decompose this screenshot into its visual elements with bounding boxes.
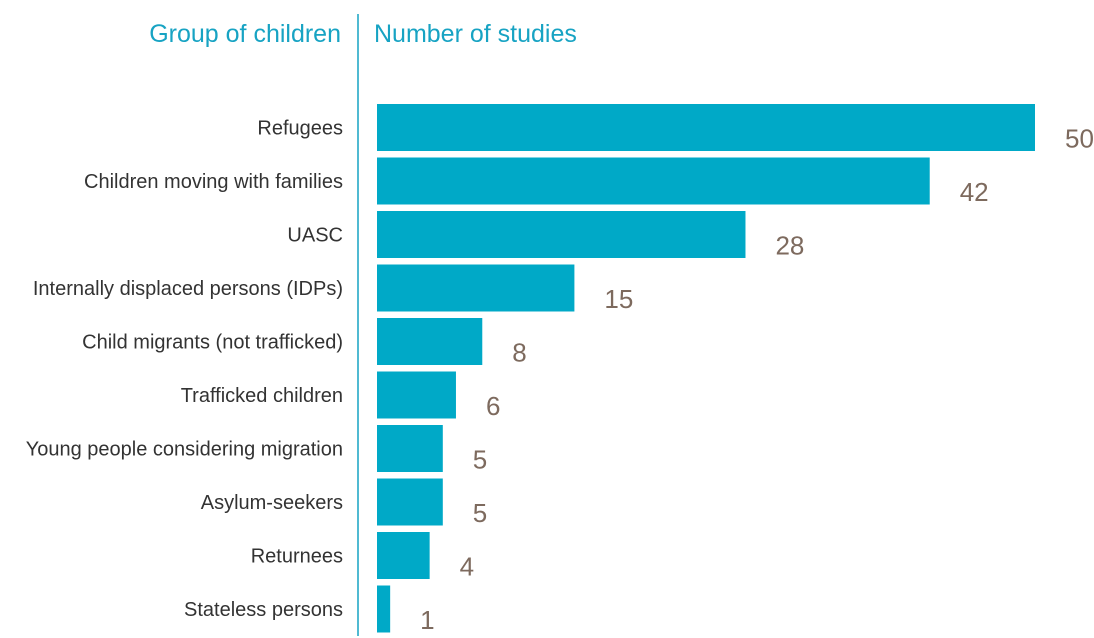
bar <box>377 532 430 579</box>
bar <box>377 211 746 258</box>
category-axis-header: Group of children <box>149 20 341 48</box>
category-label: UASC <box>287 225 343 247</box>
category-label: Trafficked children <box>181 385 343 407</box>
value-labels-group: 50 42 28 15 86 5 5 41 <box>420 124 1094 636</box>
bars-group <box>377 104 1035 633</box>
bar <box>377 318 483 365</box>
bar <box>377 104 1035 151</box>
bar <box>377 157 930 205</box>
value-label: 5 <box>473 498 487 528</box>
category-label: Stateless persons <box>184 599 343 621</box>
category-label: Child migrants (not trafficked) <box>82 332 343 354</box>
category-label: Refugees <box>257 118 343 140</box>
value-label: 8 <box>512 338 526 368</box>
category-label: Internally displaced persons (IDPs) <box>33 278 343 300</box>
value-label: 1 <box>420 605 434 635</box>
value-label: 4 <box>460 552 474 582</box>
bar <box>377 264 575 312</box>
value-label: 15 <box>604 284 633 314</box>
category-labels-group: Refugees Children moving with families UAS… <box>26 118 343 622</box>
bar <box>377 585 391 633</box>
category-label: Young people considering migration <box>26 439 343 461</box>
value-label: 6 <box>486 391 500 421</box>
value-label: 5 <box>473 445 487 475</box>
category-label: Returnees <box>251 546 343 568</box>
category-label: Asylum-seekers <box>201 492 343 514</box>
category-label: Children moving with families <box>84 171 343 193</box>
bar <box>377 371 456 419</box>
value-label: 42 <box>960 177 989 207</box>
value-axis-header: Number of studies <box>374 20 577 48</box>
value-label: 50 <box>1065 124 1094 154</box>
value-label: 28 <box>775 231 804 261</box>
bar <box>377 478 443 526</box>
bar <box>377 425 443 472</box>
